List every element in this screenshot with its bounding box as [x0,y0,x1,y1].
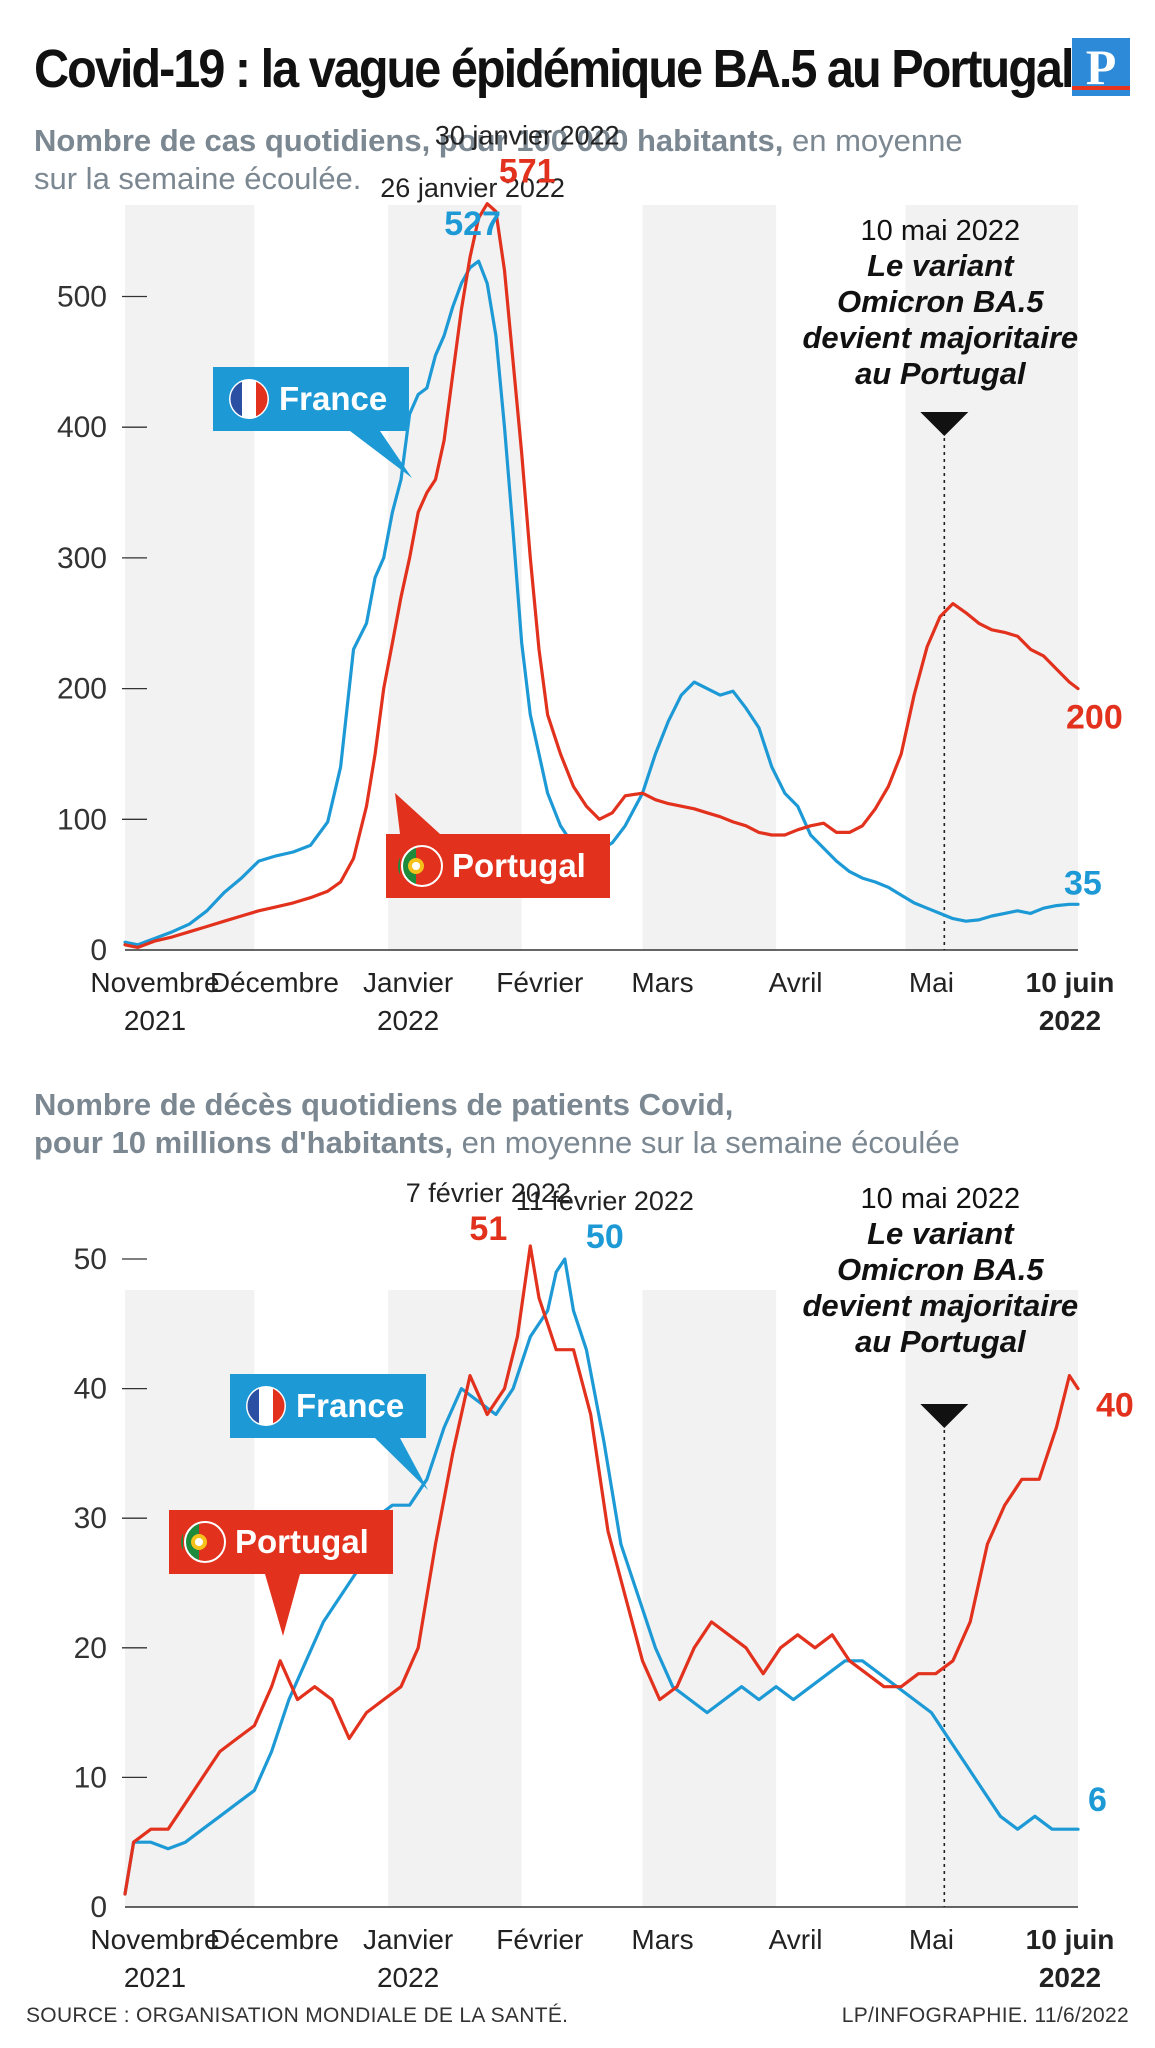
x-year-label: 2021 [124,1005,186,1036]
legend-pointer [395,793,440,834]
y-tick-label: 500 [57,281,107,314]
x-month-label: 10 juin [1026,967,1115,998]
deaths-subtitle-line2: en moyenne sur la semaine écoulée [461,1125,960,1160]
x-year-label: 2022 [1039,1962,1101,1993]
variant-marker [920,1404,969,1428]
peak-value-label: 51 [469,1210,507,1248]
y-tick-label: 0 [90,1891,107,1924]
deaths-subtitle-line2-bold: pour 10 millions d'habitants, [34,1125,454,1160]
y-tick-label: 10 [74,1761,107,1794]
variant-note-line: au Portugal [855,356,1027,391]
variant-date-label: 10 mai 2022 [861,215,1021,247]
month-band [642,1290,777,1907]
x-year-label: 2022 [377,1005,439,1036]
variant-note-line: Omicron BA.5 [837,284,1044,319]
portugal-line [123,1244,1080,1896]
x-month-label: Novembre [90,967,219,998]
peak-value-label: 571 [499,153,556,191]
source-note: SOURCE : ORGANISATION MONDIALE DE LA SAN… [26,2004,569,2027]
logo-bar [1072,86,1130,90]
x-year-label: 2021 [124,1962,186,1993]
france-flag-icon [227,377,271,421]
page-title: Covid-19 : la vague épidémique BA.5 au P… [34,39,1074,99]
peak-value-label: 527 [444,205,501,243]
variant-note-line: devient majoritaire [802,320,1078,355]
legend-pointer [375,1438,428,1490]
x-month-label: Février [496,1924,583,1955]
legend-label: France [279,380,387,417]
x-month-label: Janvier [363,1924,453,1955]
y-tick-label: 50 [74,1243,107,1276]
peak-date-label: 30 janvier 2022 [435,121,620,151]
deaths-chart: 0 10 20 30 40 50 Novembre 2021 Décembre Janvier 20… [74,1178,1134,1993]
x-month-label: Mai [909,967,954,998]
month-band [642,205,777,950]
legend-pointer [350,431,412,478]
legend-france: France [230,1374,428,1490]
peak-value-label: 50 [586,1218,624,1256]
x-year-label: 2022 [1039,1005,1101,1036]
variant-note-line: Le variant [867,1216,1015,1251]
cases-chart: 0 100 200 300 400 500 Novembre 2021 Décembre Janv… [57,121,1123,1036]
y-tick-label: 30 [74,1502,107,1535]
variant-note-line: Le variant [867,248,1015,283]
peak-date-label: 26 janvier 2022 [380,173,565,203]
end-value-label: 6 [1088,1781,1107,1819]
credit-note: LP/INFOGRAPHIE. 11/6/2022 [841,2004,1129,2027]
portugal-flag-icon [181,1520,227,1564]
x-month-label: 10 juin [1026,1924,1115,1955]
x-month-label: Mai [909,1924,954,1955]
y-tick-label: 400 [57,411,107,444]
legend-pointer [265,1574,300,1636]
france-flag-icon [244,1384,288,1428]
x-year-label: 2022 [377,1962,439,1993]
cases-subtitle-bold: Nombre de cas quotidiens, pour 100 000 h… [34,123,784,158]
variant-note-line: au Portugal [855,1324,1027,1359]
legend-label: Portugal [235,1523,369,1560]
x-month-label: Décembre [210,967,339,998]
legend-portugal: Portugal [386,793,610,898]
end-value-label: 200 [1066,699,1123,737]
logo-letter: P [1085,39,1117,95]
variant-marker [920,412,969,436]
cases-subtitle: Nombre de cas quotidiens, pour 100 000 h… [34,122,963,198]
x-month-label: Mars [631,1924,693,1955]
month-band [905,1290,1078,1907]
x-month-label: Décembre [210,1924,339,1955]
variant-date-label: 10 mai 2022 [861,1183,1021,1215]
variant-note-line: devient majoritaire [802,1288,1078,1323]
portugal-flag-icon [398,844,444,888]
x-month-label: Mars [631,967,693,998]
y-tick-label: 300 [57,542,107,575]
portugal-line [123,202,1080,950]
france-line [123,1257,1080,1896]
peak-date-label: 11 février 2022 [516,1186,694,1216]
deaths-subtitle-bold: Nombre de décès quotidiens de patients C… [34,1087,734,1122]
deaths-subtitle: Nombre de décès quotidiens de patients C… [34,1086,960,1162]
legend-label: Portugal [452,847,586,884]
month-band [125,205,255,950]
y-tick-label: 0 [90,934,107,967]
cases-subtitle-line2: sur la semaine écoulée. [34,161,362,196]
legend-portugal: Portugal [169,1510,393,1636]
legend-france: France [213,367,412,478]
x-month-label: Avril [769,967,823,998]
y-tick-label: 40 [74,1373,107,1406]
cases-subtitle-rest: en moyenne [791,123,963,158]
y-tick-label: 100 [57,803,107,836]
peak-date-label: 7 février 2022 [406,1178,571,1208]
y-tick-label: 200 [57,673,107,706]
end-value-label: 35 [1064,864,1102,902]
x-month-label: Avril [769,1924,823,1955]
month-band [905,205,1078,950]
x-month-label: Novembre [90,1924,219,1955]
variant-note-line: Omicron BA.5 [837,1252,1044,1287]
y-tick-label: 20 [74,1632,107,1665]
le-parisien-logo: P [1072,38,1130,96]
x-month-label: Février [496,967,583,998]
legend-label: France [296,1387,404,1424]
x-month-label: Janvier [363,967,453,998]
end-value-label: 40 [1096,1387,1134,1425]
